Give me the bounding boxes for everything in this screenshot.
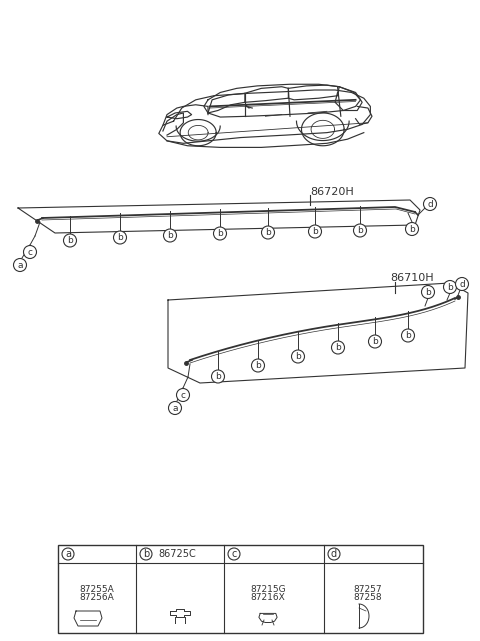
Circle shape [164,229,177,242]
Circle shape [353,224,367,237]
Circle shape [228,548,240,560]
Text: b: b [447,283,453,292]
Bar [58,545,423,633]
Text: b: b [372,337,378,346]
Text: c: c [231,549,237,559]
Text: b: b [217,229,223,238]
Circle shape [369,335,382,348]
Circle shape [421,285,434,299]
Circle shape [140,548,152,560]
Text: 87257: 87257 [354,585,382,594]
Circle shape [62,548,74,560]
Text: b: b [215,372,221,381]
Circle shape [309,225,322,238]
Text: b: b [335,343,341,352]
Circle shape [401,329,415,342]
Circle shape [456,278,468,290]
Text: 86720H: 86720H [310,187,354,197]
Text: d: d [427,199,433,208]
Text: b: b [357,226,363,235]
Text: 86710H: 86710H [390,273,433,283]
Text: b: b [167,231,173,240]
Circle shape [63,234,76,247]
Text: b: b [143,549,149,559]
Text: d: d [331,549,337,559]
Circle shape [177,388,190,401]
Text: d: d [459,279,465,288]
Circle shape [113,231,127,244]
Text: c: c [180,390,185,399]
Circle shape [406,222,419,235]
Text: 86725C: 86725C [158,549,196,559]
Text: 87215G: 87215G [250,585,286,594]
Text: 87216X: 87216X [251,592,286,601]
Circle shape [168,401,181,415]
Circle shape [332,341,345,354]
Text: 87256A: 87256A [80,592,114,601]
Text: b: b [425,288,431,297]
Circle shape [212,370,225,383]
Circle shape [13,258,26,272]
Text: b: b [255,361,261,370]
Text: b: b [405,331,411,340]
Text: a: a [172,403,178,413]
Text: b: b [409,224,415,233]
Circle shape [328,548,340,560]
Circle shape [262,226,275,239]
Circle shape [252,359,264,372]
Circle shape [444,281,456,294]
Circle shape [24,246,36,258]
Text: b: b [312,227,318,236]
Text: b: b [117,233,123,242]
Text: 87255A: 87255A [80,585,114,594]
Text: b: b [67,236,73,245]
Text: c: c [27,247,33,256]
Text: b: b [295,352,301,361]
Text: a: a [65,549,71,559]
Circle shape [291,350,304,363]
Text: b: b [265,228,271,237]
Circle shape [423,197,436,210]
Text: 87258: 87258 [354,592,382,601]
Text: a: a [17,260,23,269]
Circle shape [214,227,227,240]
